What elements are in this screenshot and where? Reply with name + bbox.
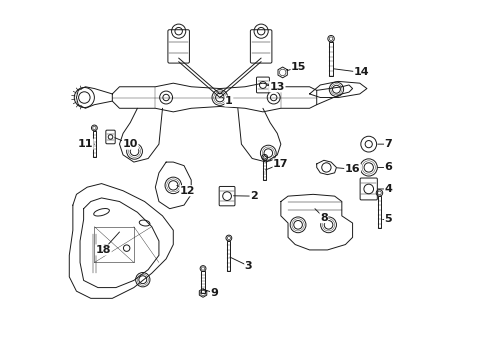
Bar	[93, 131, 96, 157]
Text: 14: 14	[354, 67, 369, 77]
Bar	[378, 196, 381, 228]
Text: 12: 12	[180, 186, 196, 196]
Bar	[329, 42, 333, 76]
Text: 18: 18	[96, 245, 111, 255]
Text: 1: 1	[225, 96, 233, 106]
Text: 17: 17	[273, 159, 289, 169]
Bar	[227, 241, 230, 271]
Text: 16: 16	[345, 164, 361, 174]
FancyBboxPatch shape	[256, 77, 270, 93]
Text: 2: 2	[250, 191, 258, 201]
Bar	[201, 271, 205, 293]
FancyBboxPatch shape	[106, 130, 115, 144]
Text: 11: 11	[78, 139, 93, 149]
Text: 6: 6	[385, 162, 392, 172]
Text: 8: 8	[320, 213, 328, 222]
FancyBboxPatch shape	[168, 30, 190, 63]
Text: 5: 5	[385, 215, 392, 224]
FancyBboxPatch shape	[219, 186, 235, 206]
Text: 7: 7	[385, 139, 392, 149]
Text: 10: 10	[122, 139, 138, 149]
Text: 4: 4	[385, 184, 392, 194]
FancyBboxPatch shape	[360, 178, 377, 200]
Text: 15: 15	[291, 62, 306, 72]
Bar	[263, 160, 267, 180]
Text: 9: 9	[211, 288, 219, 298]
Text: 3: 3	[245, 261, 252, 271]
FancyBboxPatch shape	[250, 30, 272, 63]
Text: 13: 13	[270, 82, 285, 92]
